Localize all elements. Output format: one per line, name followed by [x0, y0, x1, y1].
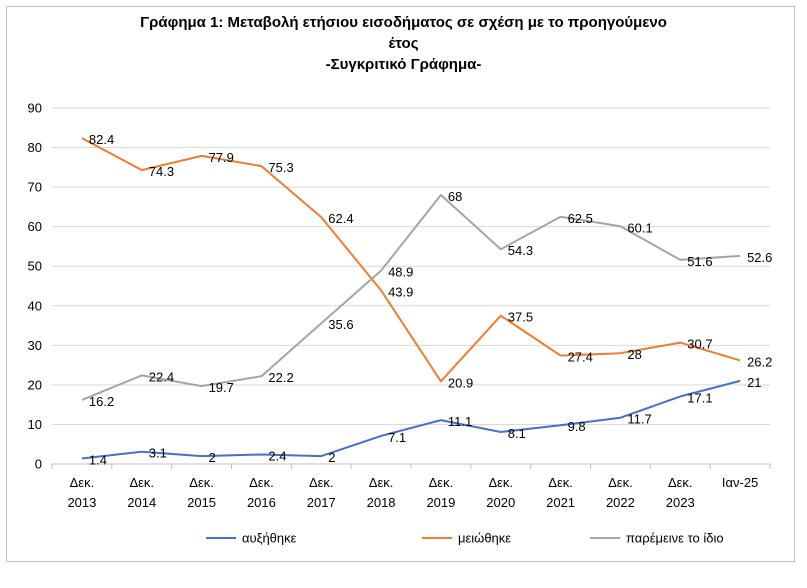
data-label: 21 — [747, 375, 761, 390]
legend: αυξήθηκε μειώθηκε παρέμεινε το ίδιο — [206, 531, 724, 546]
data-label: 27.4 — [568, 350, 593, 365]
data-label: 30.7 — [687, 337, 712, 352]
data-label: 54.3 — [508, 243, 533, 258]
series-line — [81, 137, 741, 383]
data-label: 2 — [209, 450, 216, 465]
data-label: 74.3 — [149, 164, 174, 179]
data-label: 28 — [627, 347, 641, 362]
chart-title-line-1: Γράφημα 1: Μεταβολή ετήσιου εισοδήματος … — [140, 14, 667, 31]
data-label: 7.1 — [388, 430, 406, 445]
data-label: 8.1 — [508, 426, 526, 441]
chart-title-line-3: -Συγκριτικό Γράφημα- — [325, 56, 482, 73]
y-tick-label: 0 — [35, 457, 42, 472]
legend-label: παρέμεινε το ίδιο — [626, 531, 724, 546]
data-label: 48.9 — [388, 265, 413, 280]
data-label: 20.9 — [448, 375, 473, 390]
data-label: 22.4 — [149, 369, 174, 384]
y-tick-label: 10 — [28, 417, 42, 432]
data-label: 11.7 — [627, 412, 651, 427]
x-tick-label: Δεκ. 2015 — [187, 475, 216, 510]
data-label: 60.1 — [627, 220, 652, 235]
x-tick-label: Δεκ. 2018 — [367, 475, 396, 510]
x-tick-label: Δεκ. 2017 — [307, 475, 336, 510]
y-tick-label: 50 — [28, 259, 42, 274]
data-label: 22.2 — [268, 370, 293, 385]
legend-label: αυξήθηκε — [242, 531, 297, 546]
series-line — [81, 379, 741, 460]
data-label: 62.4 — [328, 211, 353, 226]
y-tick-label: 30 — [28, 338, 42, 353]
chart-frame — [6, 6, 795, 562]
chart-title-line-2: έτος — [388, 35, 419, 52]
x-tick-label: Δεκ. 2019 — [426, 475, 455, 510]
data-label: 9.8 — [568, 419, 586, 434]
x-tick-label: Ιαν-25 — [722, 475, 758, 490]
x-tick-label: Δεκ. 2014 — [127, 475, 156, 510]
data-label: 17.1 — [687, 390, 712, 405]
y-axis: 0 10 20 30 40 50 60 70 80 90 — [28, 101, 42, 472]
data-label: 2.4 — [268, 449, 286, 464]
data-label: 77.9 — [209, 150, 234, 165]
y-tick-label: 90 — [28, 101, 42, 116]
x-tick-label: Δεκ. 2013 — [67, 475, 96, 510]
data-label: 82.4 — [89, 132, 114, 147]
data-label: 43.9 — [388, 284, 413, 299]
data-label: 51.6 — [687, 254, 712, 269]
series-line — [81, 194, 741, 401]
y-tick-label: 70 — [28, 180, 42, 195]
y-tick-label: 40 — [28, 298, 42, 313]
y-tick-label: 60 — [28, 219, 42, 234]
legend-label: μειώθηκε — [458, 531, 511, 546]
data-label: 75.3 — [268, 160, 293, 175]
x-tick-label: Δεκ. 2022 — [606, 475, 635, 510]
chart-title: Γράφημα 1: Μεταβολή ετήσιου εισοδήματος … — [0, 12, 807, 75]
data-label: 3.1 — [149, 446, 167, 461]
data-label: 68 — [448, 189, 462, 204]
x-tick-label: Δεκ. 2020 — [486, 475, 515, 510]
x-tick-label: Δεκ. 2023 — [666, 475, 695, 510]
data-labels: 1.4 3.1 2 2.4 27.111.18.1 9.811.717.12182.474… — [89, 132, 772, 467]
data-label: 37.5 — [508, 310, 533, 325]
data-label: 26.2 — [747, 354, 772, 369]
data-label: 16.2 — [89, 394, 114, 409]
x-tick-label: Δεκ. 2021 — [546, 475, 575, 510]
x-tick-label: Δεκ. 2016 — [247, 475, 276, 510]
data-label: 52.6 — [747, 250, 772, 265]
data-label: 62.5 — [568, 211, 593, 226]
data-label: 1.4 — [89, 452, 107, 467]
y-tick-label: 80 — [28, 140, 42, 155]
series-lines — [81, 137, 741, 460]
data-label: 19.7 — [209, 380, 234, 395]
data-label: 35.6 — [328, 317, 353, 332]
y-tick-label: 20 — [28, 377, 42, 392]
x-axis: Δεκ. 2013 Δεκ. 2014 Δεκ. 2015 Δεκ. 2016 Δεκ. 2017… — [51, 464, 771, 510]
data-label: 2 — [328, 450, 335, 465]
data-label: 11.1 — [448, 414, 472, 429]
